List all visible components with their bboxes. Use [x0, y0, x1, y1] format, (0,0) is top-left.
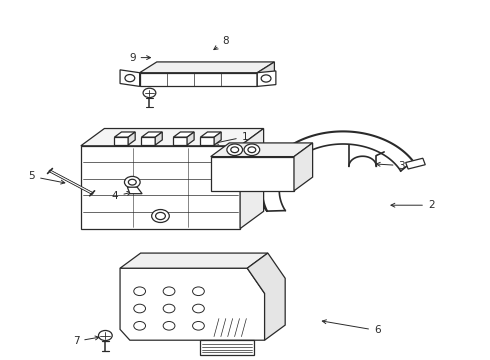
Polygon shape [199, 340, 254, 355]
Polygon shape [120, 268, 265, 340]
Circle shape [193, 304, 204, 313]
Polygon shape [187, 132, 194, 145]
Circle shape [193, 321, 204, 330]
Polygon shape [257, 71, 276, 86]
Circle shape [134, 321, 146, 330]
Text: 7: 7 [73, 336, 99, 346]
Polygon shape [247, 253, 285, 340]
Polygon shape [128, 132, 135, 145]
Circle shape [98, 330, 112, 341]
Polygon shape [81, 146, 240, 229]
Polygon shape [114, 132, 135, 137]
Circle shape [124, 176, 140, 188]
Polygon shape [240, 129, 264, 229]
Polygon shape [120, 253, 268, 268]
Polygon shape [140, 73, 257, 86]
Polygon shape [127, 187, 142, 194]
Circle shape [227, 144, 243, 156]
Text: 3: 3 [376, 161, 405, 171]
Text: 4: 4 [112, 191, 131, 201]
Polygon shape [200, 132, 221, 137]
Circle shape [134, 304, 146, 313]
Polygon shape [214, 132, 221, 145]
Circle shape [134, 287, 146, 296]
Circle shape [163, 304, 175, 313]
Circle shape [156, 212, 166, 220]
Circle shape [152, 210, 170, 222]
Text: 6: 6 [322, 320, 381, 336]
Circle shape [128, 179, 136, 185]
Circle shape [143, 88, 156, 98]
Circle shape [261, 75, 271, 82]
Text: 1: 1 [215, 132, 248, 144]
Polygon shape [142, 137, 155, 145]
Circle shape [125, 75, 135, 82]
Circle shape [248, 147, 256, 153]
Polygon shape [155, 132, 162, 145]
Text: 5: 5 [28, 171, 65, 184]
Polygon shape [257, 62, 274, 86]
Polygon shape [211, 143, 313, 157]
Text: 8: 8 [214, 36, 229, 50]
Polygon shape [81, 129, 264, 146]
Circle shape [163, 287, 175, 296]
Polygon shape [294, 143, 313, 191]
Circle shape [244, 144, 260, 156]
Text: 2: 2 [391, 200, 435, 210]
Polygon shape [120, 70, 140, 86]
Circle shape [231, 147, 239, 153]
Polygon shape [173, 132, 194, 137]
Polygon shape [114, 137, 128, 145]
Polygon shape [200, 137, 214, 145]
Circle shape [193, 287, 204, 296]
Text: 9: 9 [129, 53, 150, 63]
Polygon shape [142, 132, 162, 137]
Polygon shape [173, 137, 187, 145]
Polygon shape [211, 157, 294, 191]
Polygon shape [140, 62, 274, 73]
Circle shape [163, 321, 175, 330]
Polygon shape [406, 158, 425, 169]
